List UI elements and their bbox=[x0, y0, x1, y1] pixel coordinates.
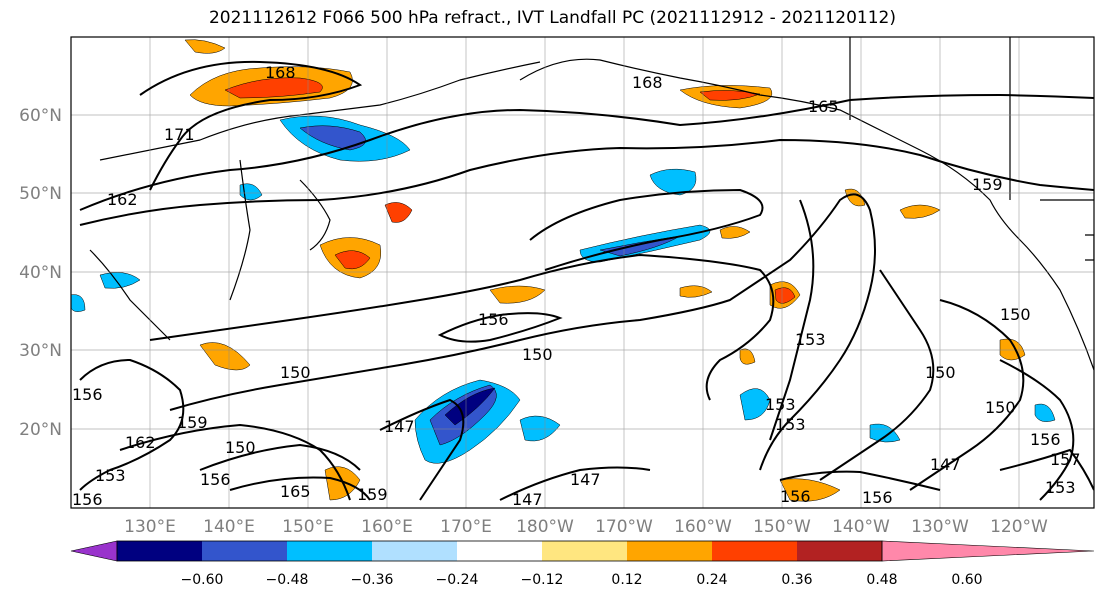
contour-label: 159 bbox=[972, 175, 1003, 194]
lon-label: 130°W bbox=[911, 517, 969, 537]
colorbar-extend-low bbox=[70, 540, 118, 562]
map-frame bbox=[70, 36, 1095, 509]
lat-label: 50°N bbox=[19, 184, 62, 204]
contour-label: 162 bbox=[125, 433, 156, 452]
contour-label: 168 bbox=[265, 63, 296, 82]
contour-label: 153 bbox=[795, 330, 826, 349]
contour-label: 156 bbox=[862, 488, 893, 507]
lat-label: 30°N bbox=[19, 341, 62, 361]
lon-label: 160°W bbox=[674, 517, 732, 537]
contour-label: 165 bbox=[280, 482, 311, 501]
contour-label: 147 bbox=[570, 470, 601, 489]
contour-label: 156 bbox=[478, 310, 509, 329]
contour-lines bbox=[79, 60, 1094, 501]
colorbar-segment bbox=[797, 541, 882, 561]
contour-label: 147 bbox=[512, 490, 543, 509]
colorbar: −0.60 −0.48 −0.36 −0.24 −0.12 0.12 0.24 … bbox=[70, 540, 1095, 588]
contour-label: 165 bbox=[808, 97, 839, 116]
colorbar-tick-label: 0.48 bbox=[866, 572, 897, 588]
contour-label: 153 bbox=[775, 415, 806, 434]
contour-label: 156 bbox=[72, 490, 103, 509]
contour-label: 153 bbox=[95, 466, 126, 485]
latitude-labels: 60°N 50°N 40°N 30°N 20°N bbox=[19, 106, 62, 440]
map-area bbox=[71, 37, 1094, 508]
contour-label: 153 bbox=[765, 395, 796, 414]
contour-label: 162 bbox=[107, 190, 138, 209]
contour-label: 150 bbox=[280, 363, 311, 382]
colorbar-segment bbox=[542, 541, 627, 561]
colorbar-tick-label: 0.36 bbox=[781, 572, 812, 588]
lon-label: 160°E bbox=[361, 517, 413, 537]
colorbar-tick-label: −0.36 bbox=[351, 572, 394, 588]
colorbar-segment bbox=[202, 541, 287, 561]
coastlines bbox=[89, 37, 1094, 371]
contour-label: 150 bbox=[522, 345, 553, 364]
colorbar-tick-label: 0.12 bbox=[611, 572, 642, 588]
contour-label: 150 bbox=[985, 398, 1016, 417]
colorbar-segment bbox=[712, 541, 797, 561]
contour-label: 159 bbox=[357, 485, 388, 504]
lon-label: 140°W bbox=[832, 517, 890, 537]
lat-label: 40°N bbox=[19, 263, 62, 283]
colorbar-tick-label: −0.48 bbox=[266, 572, 309, 588]
lat-label: 20°N bbox=[19, 420, 62, 440]
longitude-labels: 130°E 140°E 150°E 160°E 170°E 180°W 170°… bbox=[124, 517, 1048, 537]
colorbar-segment bbox=[627, 541, 712, 561]
lon-label: 140°E bbox=[203, 517, 255, 537]
lon-label: 170°E bbox=[440, 517, 492, 537]
contour-label: 157 bbox=[1050, 450, 1081, 469]
contour-label: 159 bbox=[177, 413, 208, 432]
colorbar-tick-label: 0.24 bbox=[696, 572, 727, 588]
colorbar-segment bbox=[372, 541, 457, 561]
lon-label: 150°E bbox=[282, 517, 334, 537]
shaded-anomalies bbox=[71, 39, 1056, 502]
colorbar-segment bbox=[457, 541, 542, 561]
contour-label: 156 bbox=[780, 487, 811, 506]
contour-label: 150 bbox=[925, 363, 956, 382]
lon-label: 130°E bbox=[124, 517, 176, 537]
contour-label: 156 bbox=[1030, 430, 1061, 449]
colorbar-extend-high bbox=[881, 540, 1095, 562]
contour-label: 147 bbox=[930, 455, 961, 474]
colorbar-segment bbox=[117, 541, 202, 561]
contour-label: 168 bbox=[632, 73, 663, 92]
colorbar-tick-label: 0.60 bbox=[951, 572, 982, 588]
colorbar-segment bbox=[287, 541, 372, 561]
contour-label: 153 bbox=[1045, 478, 1076, 497]
contour-label: 150 bbox=[225, 438, 256, 457]
contour-label: 150 bbox=[1000, 305, 1031, 324]
map-title: 2021112612 F066 500 hPa refract., IVT La… bbox=[208, 8, 896, 28]
lon-label: 170°W bbox=[595, 517, 653, 537]
contour-label: 147 bbox=[384, 417, 415, 436]
colorbar-tick-label: −0.24 bbox=[436, 572, 479, 588]
lon-label: 150°W bbox=[753, 517, 811, 537]
colorbar-tick-label: −0.60 bbox=[181, 572, 224, 588]
contour-label: 171 bbox=[164, 125, 195, 144]
lon-label: 120°W bbox=[990, 517, 1048, 537]
lon-label: 180°W bbox=[516, 517, 574, 537]
lat-label: 60°N bbox=[19, 106, 62, 126]
contour-label: 156 bbox=[200, 470, 231, 489]
gridlines bbox=[71, 37, 1094, 508]
contour-label: 156 bbox=[72, 385, 103, 404]
colorbar-tick-label: −0.12 bbox=[521, 572, 564, 588]
contour-label-group: 168 168 171 165 162 159 156 150 153 150 … bbox=[72, 63, 1081, 509]
